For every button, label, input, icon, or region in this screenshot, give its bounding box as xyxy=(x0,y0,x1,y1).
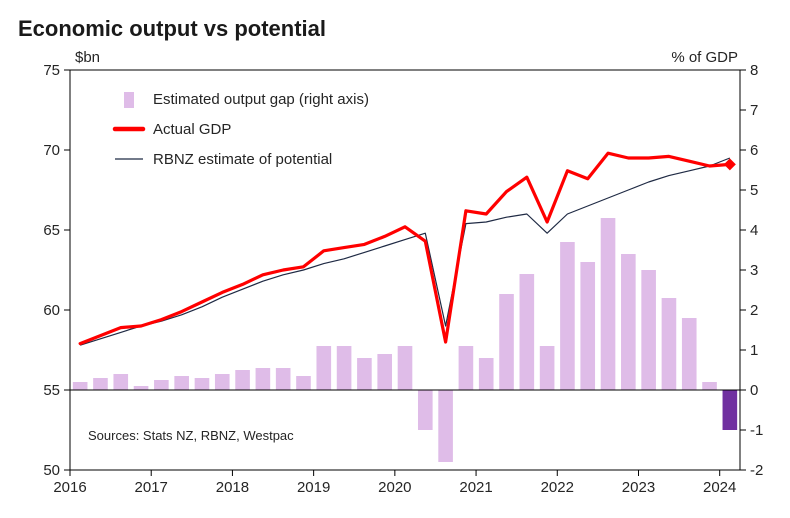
output-gap-bar xyxy=(174,376,189,390)
y-right-tick-label: 8 xyxy=(750,62,758,79)
output-gap-bar xyxy=(418,390,433,430)
output-gap-bar xyxy=(113,374,128,390)
y-right-tick-label: 7 xyxy=(750,102,758,119)
output-gap-bar xyxy=(438,390,453,462)
output-gap-bar xyxy=(723,390,738,430)
output-gap-bar xyxy=(459,346,474,390)
y-left-tick-label: 70 xyxy=(43,142,60,159)
output-gap-bar xyxy=(540,346,555,390)
y-left-tick-label: 55 xyxy=(43,382,60,399)
y-right-tick-label: 5 xyxy=(750,182,758,199)
output-gap-bar xyxy=(134,386,149,390)
output-gap-bar xyxy=(479,358,494,390)
output-gap-bar xyxy=(520,274,535,390)
output-gap-bar xyxy=(377,354,392,390)
legend-swatch-output-gap xyxy=(124,92,134,108)
output-gap-bar xyxy=(154,380,169,390)
output-gap-bar xyxy=(316,346,331,390)
output-gap-bar xyxy=(398,346,413,390)
legend-label-output-gap: Estimated output gap (right axis) xyxy=(153,91,369,108)
y-right-tick-label: 6 xyxy=(750,142,758,159)
output-gap-bar xyxy=(601,218,616,390)
output-gap-bar xyxy=(499,294,514,390)
output-gap-bar xyxy=(235,370,250,390)
y-right-tick-label: 3 xyxy=(750,262,758,279)
x-tick-label: 2016 xyxy=(53,479,86,496)
y-left-axis-label: $bn xyxy=(75,49,100,66)
output-gap-bar xyxy=(580,262,595,390)
output-gap-bar xyxy=(93,378,108,390)
y-right-tick-label: 2 xyxy=(750,302,758,319)
source-text: Sources: Stats NZ, RBNZ, Westpac xyxy=(88,428,294,443)
output-gap-bar xyxy=(641,270,656,390)
x-tick-label: 2019 xyxy=(297,479,330,496)
y-right-tick-label: 1 xyxy=(750,342,758,359)
output-gap-bar xyxy=(682,318,697,390)
x-tick-label: 2018 xyxy=(216,479,249,496)
x-tick-label: 2021 xyxy=(459,479,492,496)
output-gap-bar xyxy=(337,346,352,390)
x-tick-label: 2023 xyxy=(622,479,655,496)
legend-label-potential: RBNZ estimate of potential xyxy=(153,151,332,168)
output-gap-bar xyxy=(621,254,636,390)
output-gap-bar xyxy=(215,374,230,390)
y-right-tick-label: 0 xyxy=(750,382,758,399)
y-left-tick-label: 60 xyxy=(43,302,60,319)
x-tick-label: 2017 xyxy=(135,479,168,496)
y-right-tick-label: -2 xyxy=(750,462,763,479)
x-tick-label: 2024 xyxy=(703,479,736,496)
y-right-axis-label: % of GDP xyxy=(671,49,738,66)
x-tick-label: 2022 xyxy=(541,479,574,496)
output-gap-bar xyxy=(276,368,291,390)
output-gap-bar xyxy=(73,382,88,390)
y-right-tick-label: -1 xyxy=(750,422,763,439)
economic-output-chart: 50 55 60 65 70 75 -2 -1 0 1 2 3 4 5 6 7 8 2016 2017 2018 201… xyxy=(0,0,790,518)
y-left-tick-label: 65 xyxy=(43,222,60,239)
chart-title: Economic output vs potential xyxy=(18,16,326,42)
y-left-tick-label: 75 xyxy=(43,62,60,79)
output-gap-bar xyxy=(195,378,210,390)
output-gap-bar xyxy=(662,298,677,390)
x-tick-label: 2020 xyxy=(378,479,411,496)
legend-label-actual-gdp: Actual GDP xyxy=(153,121,231,138)
y-left-tick-label: 50 xyxy=(43,462,60,479)
output-gap-bar xyxy=(357,358,372,390)
output-gap-bar xyxy=(256,368,271,390)
y-right-tick-label: 4 xyxy=(750,222,758,239)
output-gap-bar xyxy=(702,382,717,390)
output-gap-bar xyxy=(560,242,575,390)
output-gap-bar xyxy=(296,376,311,390)
